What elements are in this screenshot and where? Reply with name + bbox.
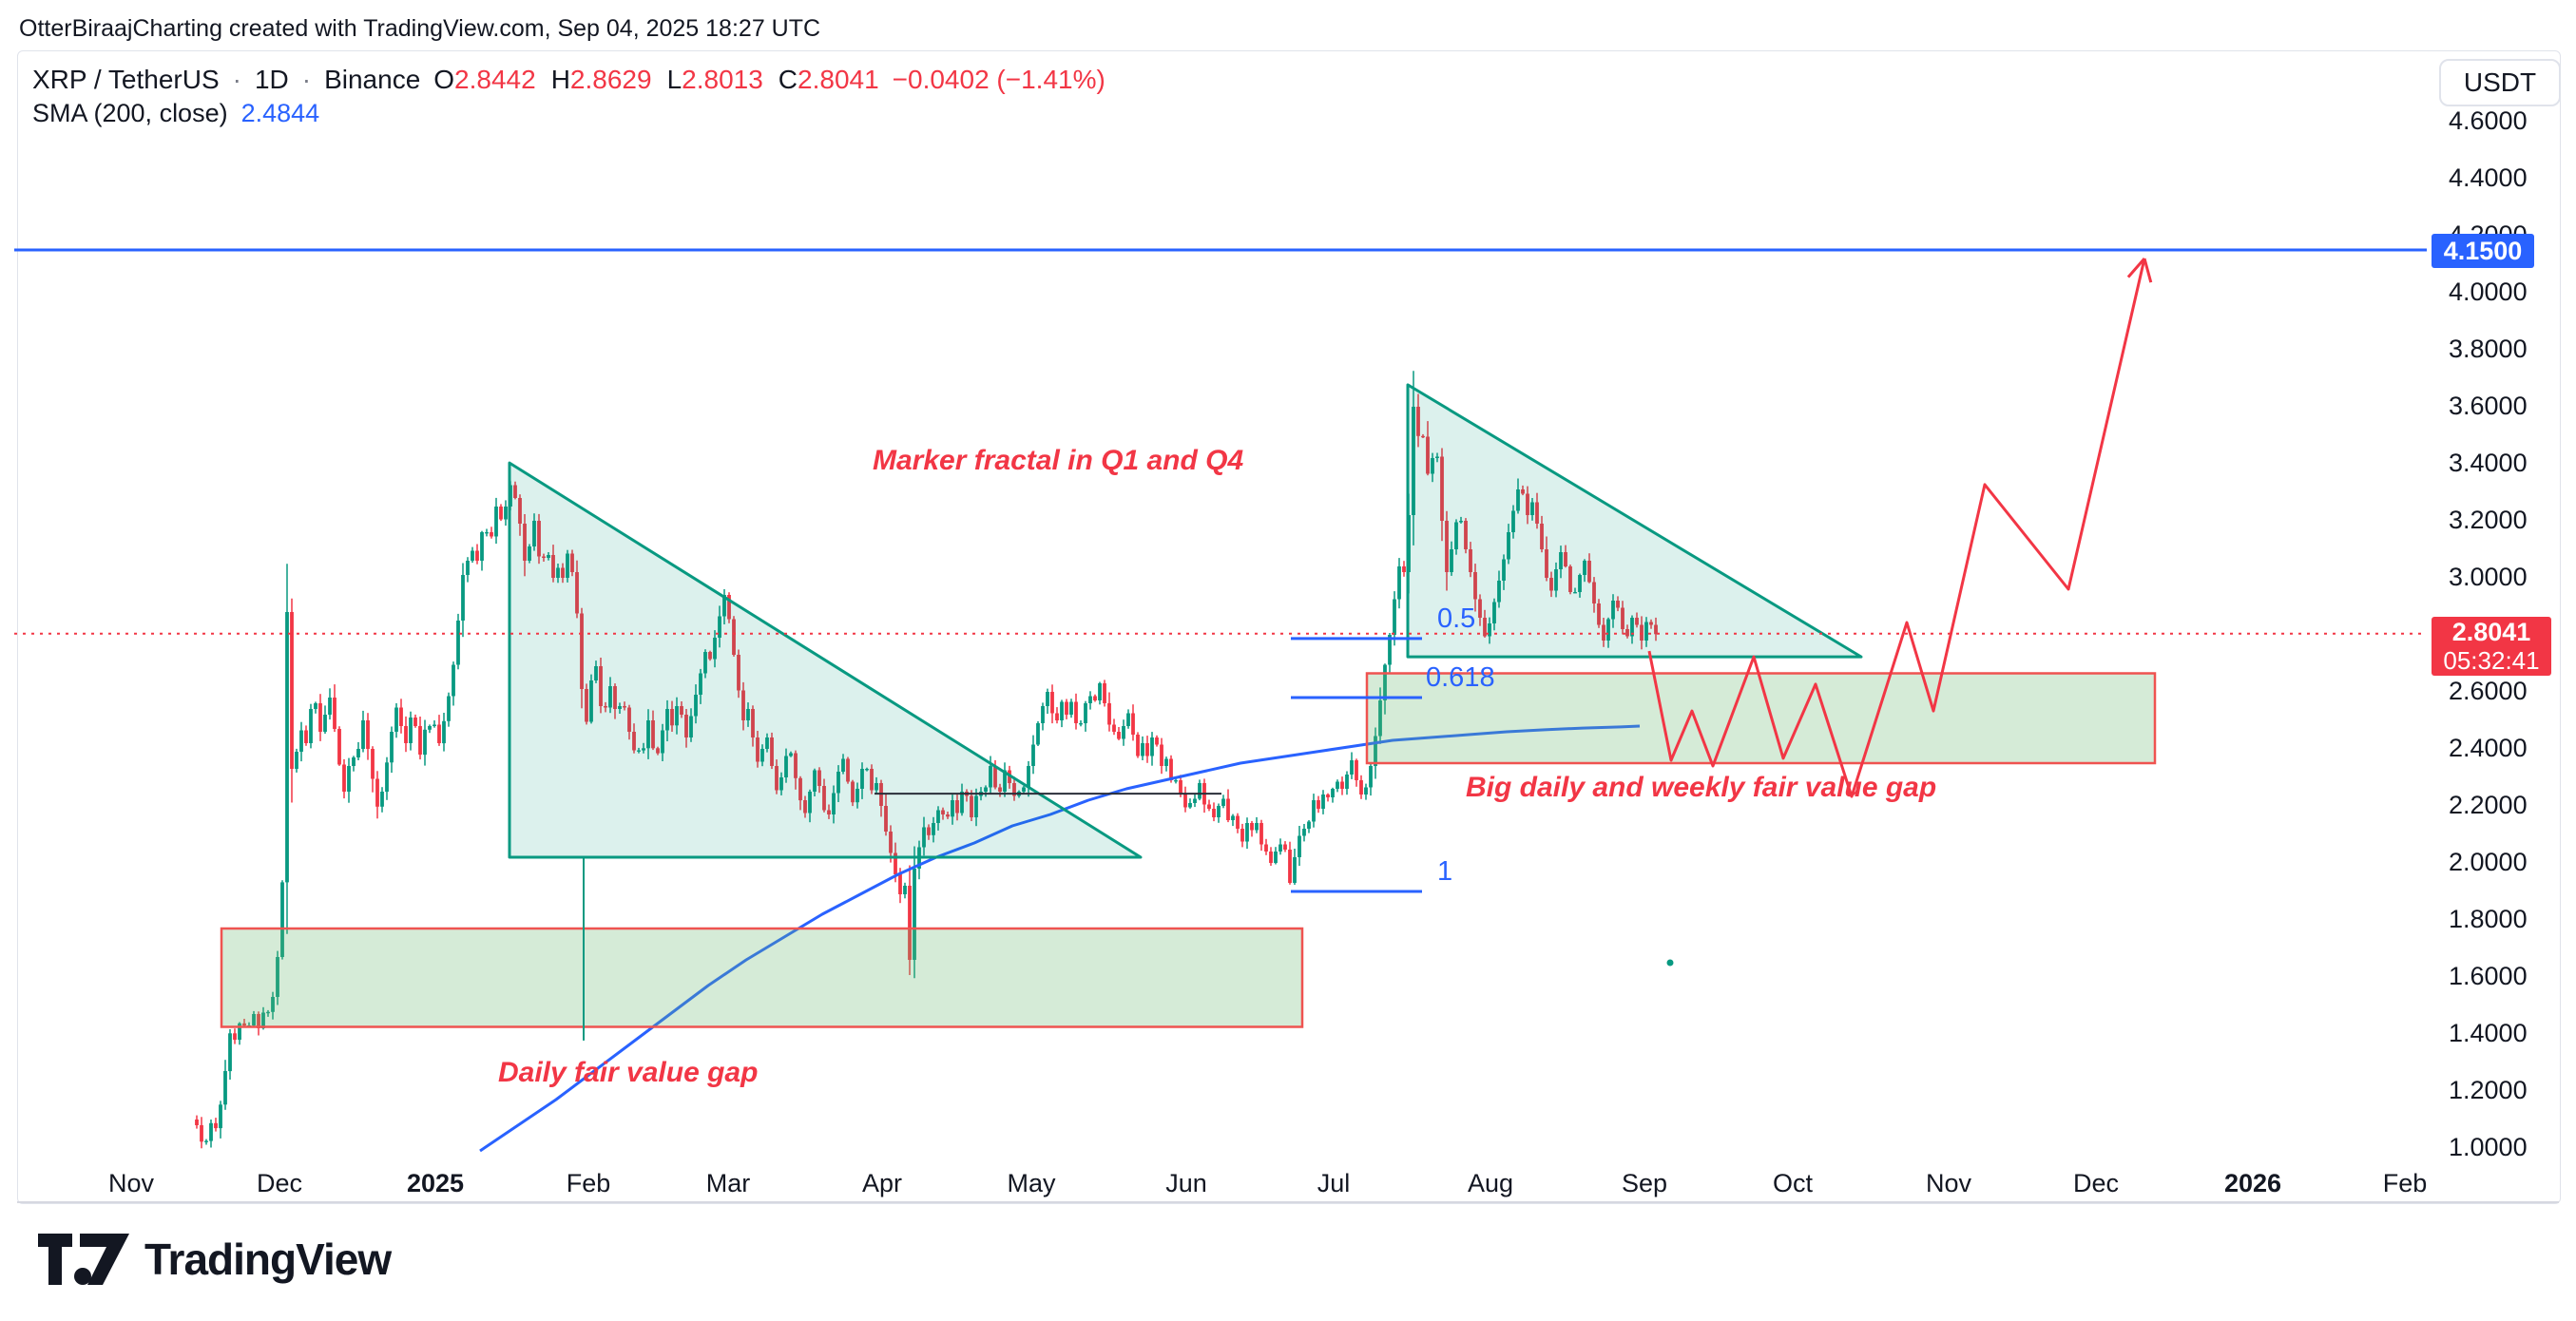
fib-level-label: 1 bbox=[1437, 856, 1452, 887]
current-price-value: 2.8041 bbox=[2451, 618, 2531, 646]
price-tick-4.6000: 4.6000 bbox=[2449, 106, 2528, 135]
time-tick-Oct: Oct bbox=[1772, 1169, 1813, 1197]
current-price-badge: 2.8041 05:32:41 bbox=[2432, 617, 2551, 676]
time-tick-Nov: Nov bbox=[1925, 1169, 1971, 1197]
annotation-big-fvg[interactable]: Big daily and weekly fair value gap bbox=[1466, 772, 1937, 803]
chart-pane-border bbox=[17, 50, 2561, 1204]
time-tick-2025: 2025 bbox=[406, 1169, 465, 1197]
tradingview-wordmark: TradingView bbox=[144, 1235, 392, 1284]
ohlc-l: L2.8013 bbox=[666, 65, 763, 94]
sma-200-line[interactable] bbox=[479, 724, 1641, 1153]
symbol-header-row[interactable]: XRP / TetherUS · 1D · Binance O2.8442 H2.… bbox=[32, 65, 1105, 95]
time-tick-Feb: Feb bbox=[566, 1169, 611, 1197]
price-tick-2.2000: 2.2000 bbox=[2449, 791, 2528, 819]
separator: · bbox=[301, 65, 312, 94]
fib-retracement[interactable]: 0.5 0.618 1 bbox=[1291, 603, 1495, 893]
projection-arrowhead bbox=[2143, 258, 2153, 283]
fib-level-label: 0.5 bbox=[1437, 603, 1475, 634]
separator: · bbox=[232, 65, 241, 94]
price-tick-2.0000: 2.0000 bbox=[2449, 848, 2528, 876]
time-tick-Jul: Jul bbox=[1317, 1169, 1351, 1197]
price-tick-1.2000: 1.2000 bbox=[2449, 1076, 2528, 1104]
time-tick-Aug: Aug bbox=[1467, 1169, 1514, 1197]
annotation-daily-fvg[interactable]: Daily fair value gap bbox=[498, 1057, 759, 1088]
price-tick-3.8000: 3.8000 bbox=[2449, 335, 2528, 363]
big-fvg-box[interactable] bbox=[1365, 672, 2157, 765]
interval-label[interactable]: 1D bbox=[254, 65, 289, 94]
time-tick-Jun: Jun bbox=[1165, 1169, 1207, 1197]
fib-level-label: 0.618 bbox=[1426, 662, 1495, 693]
target-price-badge: 4.1500 bbox=[2432, 234, 2534, 268]
tradingview-logo[interactable]: TradingView bbox=[38, 1234, 392, 1285]
price-tick-1.4000: 1.4000 bbox=[2449, 1019, 2528, 1047]
ohlc-c: C2.8041 bbox=[778, 65, 879, 94]
exchange-label: Binance bbox=[324, 65, 421, 94]
time-tick-2026: 2026 bbox=[2223, 1169, 2282, 1197]
price-tick-4.4000: 4.4000 bbox=[2449, 163, 2528, 192]
currency-toggle-button[interactable]: USDT bbox=[2439, 59, 2561, 106]
indicator-row[interactable]: SMA (200, close) 2.4844 bbox=[32, 99, 319, 128]
indicator-value: 2.4844 bbox=[240, 99, 320, 127]
daily-fvg-box[interactable] bbox=[220, 927, 1304, 1028]
projection-arrowhead bbox=[2126, 258, 2146, 278]
bar-countdown: 05:32:41 bbox=[2443, 646, 2540, 675]
price-tick-3.6000: 3.6000 bbox=[2449, 392, 2528, 420]
price-tick-1.8000: 1.8000 bbox=[2449, 905, 2528, 933]
price-tick-4.0000: 4.0000 bbox=[2449, 278, 2528, 306]
price-tick-2.4000: 2.4000 bbox=[2449, 734, 2528, 762]
ohlc-values: O2.8442 H2.8629 L2.8013 C2.8041 bbox=[433, 65, 878, 95]
time-tick-Sep: Sep bbox=[1621, 1169, 1668, 1197]
price-tick-3.2000: 3.2000 bbox=[2449, 506, 2528, 534]
q1-fractal-triangle[interactable] bbox=[508, 461, 1143, 859]
projection-zigzag-line[interactable] bbox=[1647, 258, 2146, 798]
price-tick-3.4000: 3.4000 bbox=[2449, 449, 2528, 477]
annotation-marker-fractal[interactable]: Marker fractal in Q1 and Q4 bbox=[873, 445, 1244, 476]
q4-fractal-triangle[interactable] bbox=[1406, 383, 1863, 659]
price-tick-1.6000: 1.6000 bbox=[2449, 962, 2528, 990]
change-value: −0.0402 (−1.41%) bbox=[892, 65, 1105, 94]
dot-mark[interactable] bbox=[1666, 959, 1674, 967]
attribution-text: OtterBiraajCharting created with Trading… bbox=[19, 15, 821, 42]
ohlc-h: H2.8629 bbox=[550, 65, 652, 94]
price-tick-2.6000: 2.6000 bbox=[2449, 677, 2528, 705]
time-tick-Dec: Dec bbox=[256, 1169, 302, 1197]
indicator-name[interactable]: SMA (200, close) bbox=[32, 99, 228, 127]
time-tick-Dec: Dec bbox=[2072, 1169, 2119, 1197]
time-tick-Apr: Apr bbox=[861, 1169, 903, 1197]
ohlc-o: O2.8442 bbox=[433, 65, 536, 94]
symbol-name[interactable]: XRP / TetherUS bbox=[32, 65, 220, 94]
time-tick-Mar: Mar bbox=[705, 1169, 751, 1197]
axis-divider bbox=[17, 1201, 2559, 1203]
price-tick-1.0000: 1.0000 bbox=[2449, 1133, 2528, 1161]
tradingview-mark-icon bbox=[38, 1234, 129, 1285]
price-tick-3.0000: 3.0000 bbox=[2449, 563, 2528, 591]
time-tick-Feb: Feb bbox=[2382, 1169, 2428, 1197]
time-tick-Nov: Nov bbox=[107, 1169, 154, 1197]
time-tick-May: May bbox=[1007, 1169, 1056, 1197]
